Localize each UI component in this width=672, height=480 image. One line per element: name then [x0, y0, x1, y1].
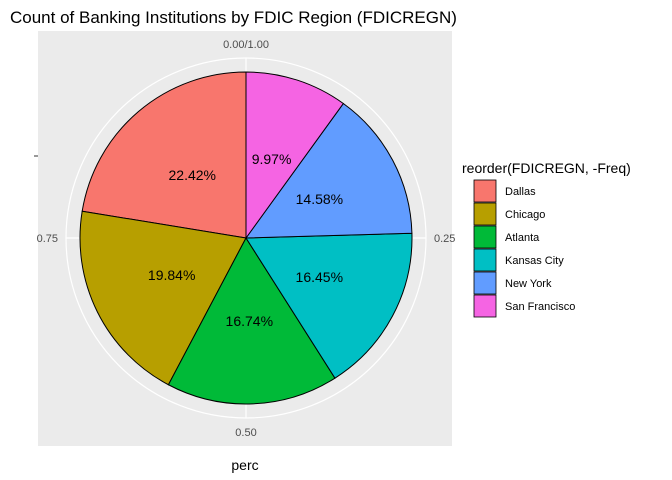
- slice-chicago: [79, 210, 247, 386]
- legend: reorder(FDICREGN, -Freq) Dallas Chicago At…: [462, 160, 631, 318]
- slice-dallas: [81, 71, 247, 239]
- slice-label-chicago: 19.84%: [148, 267, 195, 283]
- legend-label-dallas: Dallas: [505, 186, 536, 198]
- legend-swatch-new-york: [473, 271, 497, 295]
- legend-swatch-dallas: [473, 179, 497, 203]
- polar-tick-label: 0.00/1.00: [223, 39, 269, 51]
- slice-label-kansas-city: 16.45%: [296, 269, 343, 285]
- legend-label-kansas-city: Kansas City: [505, 255, 564, 267]
- polar-ticks: 0.00/1.00 0.25 0.50 0.75: [37, 39, 456, 439]
- chart-title: Count of Banking Institutions by FDIC Re…: [10, 8, 457, 27]
- polar-tick-label: 0.75: [37, 233, 58, 245]
- legend-swatch-kansas-city: [473, 248, 497, 272]
- slice-label-san-francisco: 9.97%: [252, 151, 292, 167]
- slice-label-dallas: 22.42%: [169, 167, 216, 183]
- pie-slices: [79, 71, 413, 405]
- polar-tick-label: 0.50: [235, 427, 256, 439]
- x-axis-title: perc: [231, 457, 258, 473]
- polar-tick-label: 0.25: [434, 233, 455, 245]
- slice-san-francisco: [245, 71, 345, 240]
- slice-new-york: [245, 102, 413, 239]
- slice-kansas-city: [245, 232, 413, 379]
- legend-label-atlanta: Atlanta: [505, 232, 540, 244]
- legend-label-new-york: New York: [505, 278, 552, 290]
- legend-swatch-san-francisco: [473, 294, 497, 318]
- slice-label-atlanta: 16.74%: [226, 313, 273, 329]
- legend-label-chicago: Chicago: [505, 209, 545, 221]
- legend-label-san-francisco: San Francisco: [505, 301, 575, 313]
- slice-label-new-york: 14.58%: [296, 191, 343, 207]
- slice-atlanta: [167, 237, 336, 405]
- legend-swatch-atlanta: [473, 225, 497, 249]
- legend-swatch-chicago: [473, 202, 497, 226]
- slice-labels: 22.42% 19.84% 16.74% 16.45% 14.58% 9.97%: [148, 151, 343, 329]
- legend-title: reorder(FDICREGN, -Freq): [462, 160, 631, 176]
